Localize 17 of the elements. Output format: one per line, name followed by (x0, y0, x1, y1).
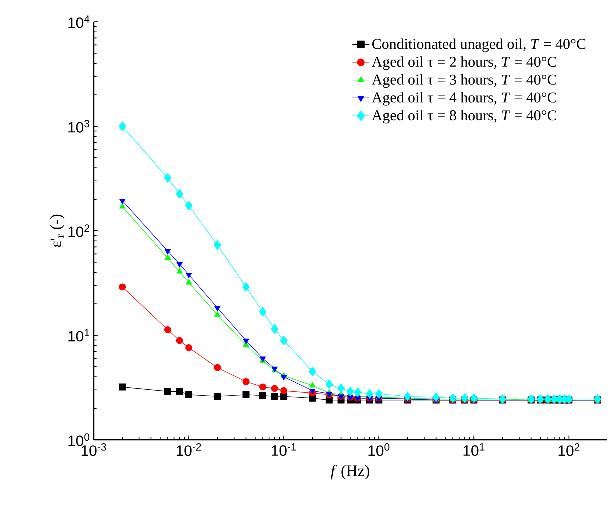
x-tick-label: 10$^{-2}$ (176, 444, 202, 456)
y-tick-label: 10$^{2}$ (68, 224, 90, 238)
y-tick-label: 10$^{0}$ (68, 434, 90, 446)
x-tick-label: 10$^{0}$ (368, 444, 390, 456)
legend-label: Conditionated unaged oil, T = 40°C (372, 38, 586, 52)
y-tick-label: 10$^{4}$ (68, 16, 90, 28)
x-axis-title: f (Hz) (330, 465, 370, 480)
y-tick-label: 10$^{3}$ (68, 120, 90, 133)
legend-label: Aged oil τ = 8 hours, T = 40°C (372, 110, 556, 124)
legend-label: Aged oil τ = 3 hours, T = 40°C (372, 74, 556, 88)
y-axis-title: ε'$_{r}$ (-) (50, 214, 65, 248)
x-tick-label: 10$^{-1}$ (272, 444, 296, 456)
legend-label: Aged oil τ = 4 hours, T = 40°C (372, 92, 556, 106)
y-tick-label: 10$^{1}$ (68, 329, 90, 342)
legend-label: Aged oil τ = 2 hours, T = 40°C (372, 56, 556, 70)
x-tick-label: 10$^{1}$ (464, 444, 485, 456)
x-tick-label: 10$^{2}$ (558, 444, 580, 456)
